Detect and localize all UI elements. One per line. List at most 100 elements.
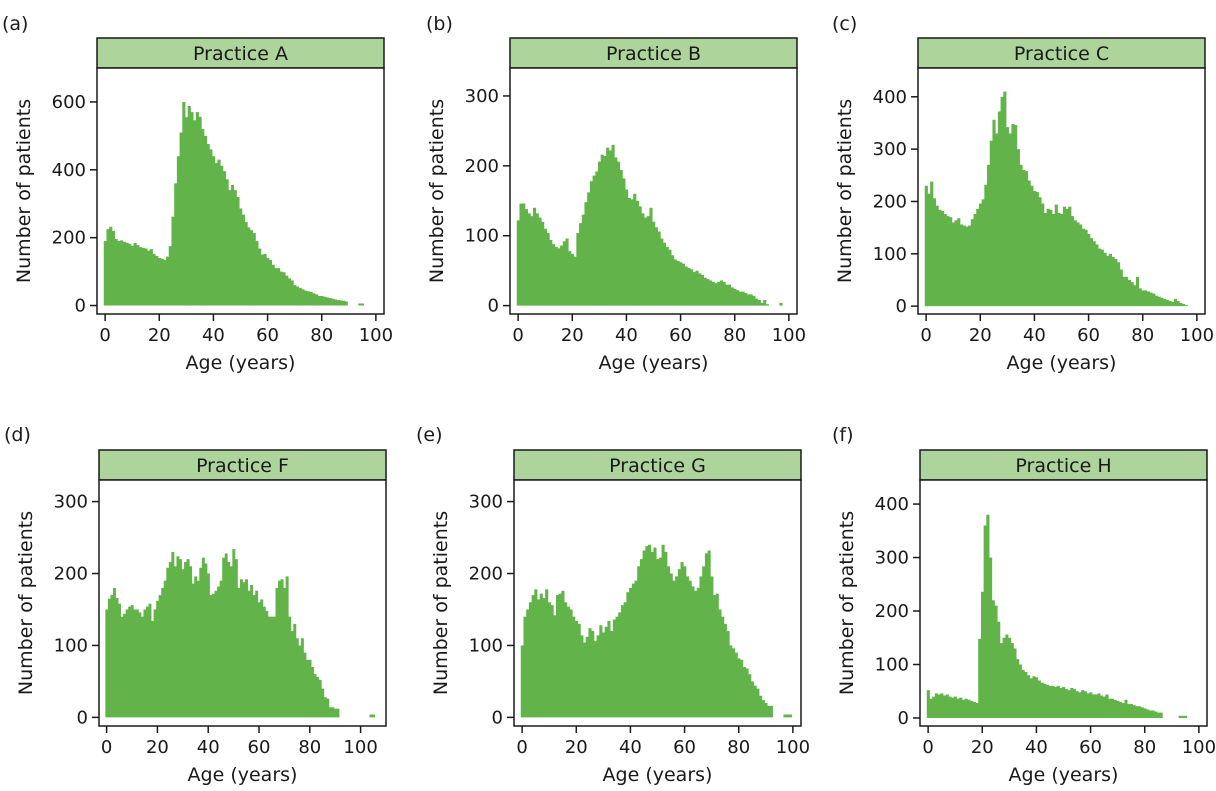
bar <box>639 559 644 718</box>
bar <box>265 610 269 718</box>
bar <box>194 576 198 718</box>
bar <box>1051 685 1055 718</box>
bar <box>595 171 599 306</box>
bar <box>298 287 302 306</box>
bar <box>130 605 134 718</box>
y-axis-title: Number of patients <box>15 511 37 695</box>
bar <box>1168 300 1172 307</box>
bar <box>669 573 673 718</box>
bar <box>120 240 124 306</box>
x-axis-title: Age (years) <box>186 352 296 374</box>
bar <box>1038 197 1042 307</box>
bar <box>629 587 633 718</box>
bar <box>987 164 991 307</box>
bar <box>989 557 993 718</box>
bar <box>224 553 228 718</box>
bar <box>1075 691 1079 718</box>
bar <box>991 600 995 718</box>
bar <box>206 144 210 306</box>
bar <box>258 248 262 306</box>
bar <box>951 697 955 718</box>
bar <box>103 241 107 306</box>
x-tick-label: 80 <box>1131 325 1154 346</box>
bar <box>553 615 557 718</box>
bar <box>217 586 221 718</box>
bar <box>227 562 231 718</box>
bar <box>738 291 742 306</box>
bar <box>634 580 638 718</box>
bar <box>530 216 534 306</box>
bar <box>562 241 566 306</box>
bar <box>1111 256 1115 307</box>
x-tick-label: 20 <box>561 325 584 346</box>
bar <box>630 199 634 306</box>
bar <box>133 243 137 306</box>
bar <box>1062 206 1066 307</box>
bar <box>680 562 684 718</box>
bar <box>1178 715 1182 718</box>
chart-panel: (e) Practice G 0 20 40 60 80 100 0 100 200 300 Age (… <box>416 424 810 786</box>
bar <box>1129 704 1133 718</box>
bar <box>209 595 213 718</box>
bar <box>964 698 968 718</box>
bar <box>545 589 549 718</box>
bar <box>606 147 610 306</box>
bar <box>1018 664 1022 718</box>
bar <box>144 248 148 306</box>
y-tick-label: 300 <box>873 139 907 160</box>
chart-panel: (f) Practice H 0 20 40 60 80 100 0 100 200 300 400 Ag… <box>832 424 1216 786</box>
bar <box>333 299 338 306</box>
bar <box>742 667 746 718</box>
bar <box>929 698 933 718</box>
bar <box>344 301 348 306</box>
bar <box>750 681 755 718</box>
bar <box>222 171 227 306</box>
bar <box>130 245 134 306</box>
bar <box>1181 304 1186 307</box>
bar <box>633 193 637 306</box>
bar <box>616 161 621 306</box>
bar <box>543 228 547 306</box>
bar <box>943 214 947 307</box>
bar <box>1054 204 1058 307</box>
bar <box>247 227 251 306</box>
bar <box>702 566 706 718</box>
bar <box>1159 712 1163 718</box>
bar <box>257 602 261 718</box>
bar <box>927 193 931 307</box>
bar <box>1097 693 1101 718</box>
bar <box>282 272 286 306</box>
bar <box>166 256 170 306</box>
bar <box>948 696 952 718</box>
bar <box>311 667 315 718</box>
bar <box>584 202 588 306</box>
panel-label: (f) <box>832 424 854 446</box>
bar <box>997 111 1001 307</box>
bar <box>323 697 327 718</box>
bar <box>935 205 939 307</box>
bar <box>706 279 710 306</box>
bar <box>699 576 703 718</box>
bar <box>304 290 308 306</box>
bar <box>1119 701 1123 718</box>
y-tick-label: 0 <box>488 296 499 317</box>
x-axis-title: Age (years) <box>1007 352 1117 374</box>
bar <box>109 226 113 306</box>
bar <box>296 286 300 306</box>
bar <box>136 245 140 306</box>
bar <box>1122 276 1126 307</box>
bar <box>239 579 243 718</box>
bar <box>278 580 281 718</box>
bar <box>684 266 688 306</box>
bar <box>610 631 614 718</box>
bar <box>980 591 985 718</box>
bar <box>943 695 947 718</box>
bar <box>704 553 708 718</box>
bar <box>1183 715 1188 718</box>
bar <box>652 221 656 306</box>
bar <box>1049 209 1053 307</box>
bar <box>516 220 520 306</box>
bar <box>580 635 584 718</box>
bar <box>117 241 121 306</box>
bar <box>1070 688 1074 718</box>
